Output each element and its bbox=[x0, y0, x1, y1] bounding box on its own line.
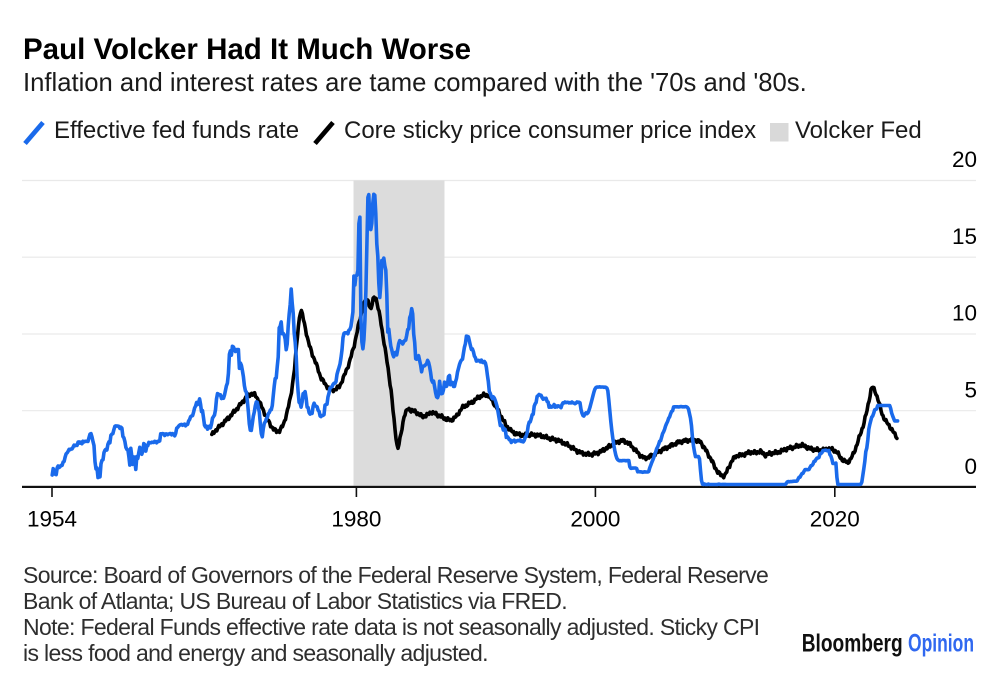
svg-text:1954: 1954 bbox=[27, 507, 77, 532]
svg-text:20: 20 bbox=[952, 147, 977, 172]
svg-text:2000: 2000 bbox=[570, 507, 620, 532]
svg-text:10: 10 bbox=[952, 301, 977, 326]
svg-text:0: 0 bbox=[964, 454, 977, 479]
svg-text:Bloomberg: Bloomberg bbox=[802, 630, 903, 658]
svg-text:Opinion: Opinion bbox=[908, 630, 974, 658]
svg-text:1980: 1980 bbox=[331, 507, 381, 532]
svg-text:2020: 2020 bbox=[810, 507, 860, 532]
svg-text:5: 5 bbox=[964, 377, 977, 402]
svg-text:15: 15 bbox=[952, 224, 977, 249]
